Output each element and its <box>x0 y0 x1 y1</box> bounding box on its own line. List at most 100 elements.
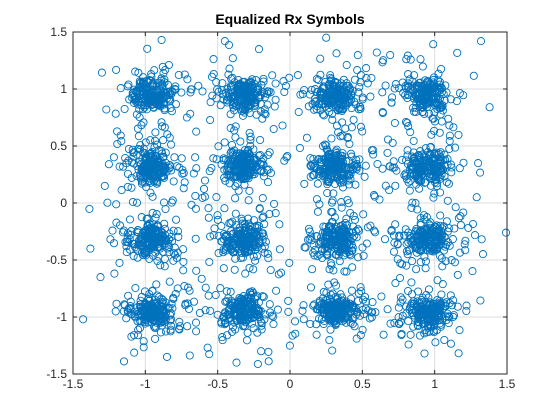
data-point <box>167 166 176 175</box>
data-point <box>153 178 162 187</box>
data-point <box>413 205 422 214</box>
data-point <box>135 113 144 122</box>
data-point <box>197 274 206 283</box>
data-point <box>406 128 415 137</box>
data-point <box>291 329 300 338</box>
data-point <box>240 310 249 319</box>
data-point <box>445 144 454 153</box>
data-point <box>321 140 330 149</box>
data-point <box>324 280 333 289</box>
data-point <box>350 322 359 331</box>
data-point <box>421 178 430 187</box>
data-point <box>447 168 456 177</box>
data-point <box>245 288 254 297</box>
data-point <box>265 148 274 157</box>
data-point <box>329 266 338 275</box>
data-point <box>462 301 471 310</box>
data-point <box>285 341 294 350</box>
data-point <box>234 160 243 170</box>
data-point <box>367 73 376 83</box>
data-point <box>356 122 365 131</box>
data-point <box>259 172 268 181</box>
data-point <box>206 115 215 125</box>
data-point <box>300 243 309 252</box>
data-point <box>278 121 287 130</box>
data-point <box>360 292 370 301</box>
data-point <box>320 84 329 93</box>
data-point <box>232 101 241 110</box>
data-point <box>367 308 376 317</box>
data-point <box>134 132 143 141</box>
data-point <box>454 130 463 139</box>
data-point <box>213 310 222 319</box>
data-point <box>137 179 146 188</box>
data-point <box>229 156 238 165</box>
data-point <box>445 313 454 322</box>
data-point <box>330 302 339 312</box>
data-point <box>246 225 255 234</box>
data-point <box>139 118 148 127</box>
data-point <box>308 100 317 109</box>
data-point <box>350 215 360 224</box>
data-point <box>137 292 146 301</box>
data-point <box>455 326 464 335</box>
data-point <box>213 215 222 224</box>
data-point <box>274 270 283 279</box>
data-point <box>235 230 244 239</box>
data-point <box>416 55 425 64</box>
data-point <box>249 309 258 318</box>
data-point <box>406 176 415 185</box>
data-point <box>351 227 360 236</box>
data-point <box>145 98 154 107</box>
data-point <box>470 231 480 240</box>
data-point <box>350 75 359 84</box>
data-point <box>420 109 429 118</box>
data-point <box>132 198 142 207</box>
data-point <box>128 197 137 207</box>
data-point <box>97 68 106 77</box>
data-point <box>252 163 261 172</box>
data-point <box>251 256 260 265</box>
data-point <box>224 167 233 176</box>
data-point <box>163 130 172 139</box>
data-point <box>144 294 153 303</box>
data-point <box>409 311 418 320</box>
data-point <box>237 153 246 162</box>
data-point <box>443 196 452 205</box>
data-point <box>359 251 368 260</box>
data-point <box>261 310 270 319</box>
data-point <box>265 300 274 309</box>
data-point <box>263 178 273 187</box>
data-point <box>439 165 448 174</box>
data-point <box>314 314 324 323</box>
data-point <box>180 70 189 79</box>
data-point <box>412 98 421 107</box>
data-point <box>327 217 337 226</box>
data-point <box>352 163 361 172</box>
data-points <box>79 33 511 369</box>
data-point <box>146 304 155 313</box>
data-point <box>254 45 264 54</box>
data-point <box>422 213 431 222</box>
data-point <box>422 290 431 300</box>
data-point <box>324 312 333 321</box>
data-point <box>442 315 451 325</box>
data-point <box>221 176 230 185</box>
data-point <box>387 98 396 107</box>
data-point <box>309 171 319 180</box>
data-point <box>258 87 267 96</box>
data-point <box>225 159 234 168</box>
data-point <box>218 336 227 345</box>
data-point <box>406 330 415 339</box>
data-point <box>358 127 367 136</box>
data-point <box>442 178 451 187</box>
data-point <box>234 165 243 175</box>
data-point <box>313 252 322 261</box>
data-point <box>134 100 143 109</box>
x-tick-labels: -1.5 -1 -0.5 0 0.5 1 1.5 <box>63 377 516 391</box>
data-point <box>241 163 250 172</box>
data-point <box>409 235 418 244</box>
data-point <box>420 305 429 315</box>
data-point <box>406 55 415 64</box>
